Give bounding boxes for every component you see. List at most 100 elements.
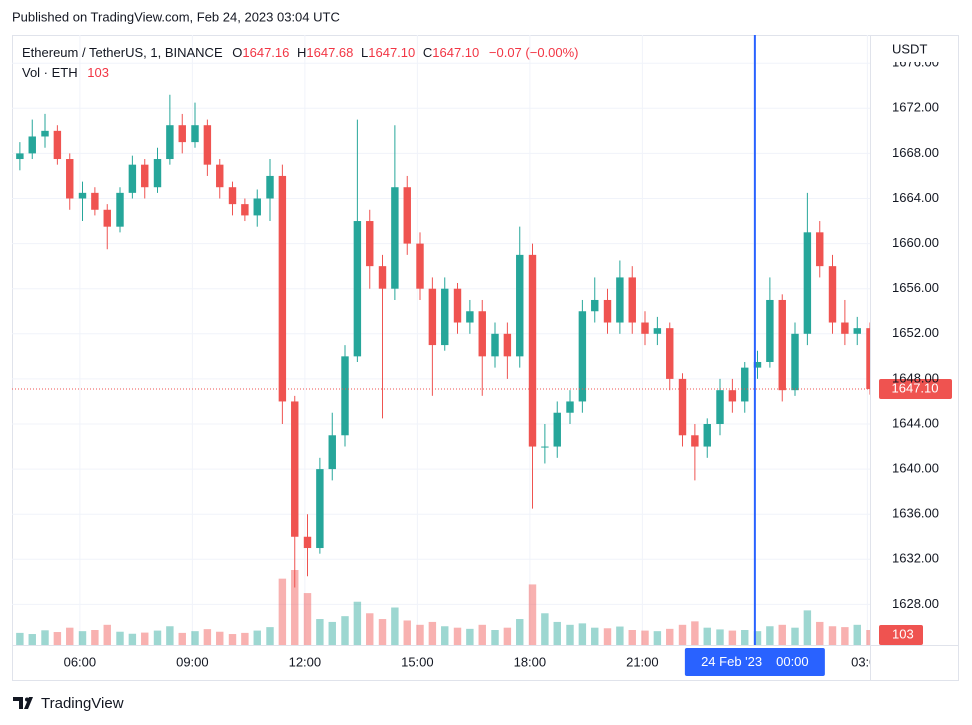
candle-body [391,187,399,289]
volume-bar [766,626,774,645]
crosshair-label: 24 Feb '23 00:00 [701,654,809,669]
y-tick-label: 1668.00 [892,145,939,160]
volume-bar [353,601,362,645]
volume-bar [503,627,512,645]
x-tick-label: 12:00 [289,654,322,669]
volume-bar [591,627,599,645]
candle-body [453,288,462,323]
candle-body [791,333,799,391]
candle-body [503,333,512,357]
candle-body [541,446,549,448]
footer-logo: TradingView [13,695,124,712]
candle-body [191,125,199,143]
candle-body [741,367,749,402]
volume-bar [866,630,870,645]
candle-body [228,187,237,205]
volume-bar [703,627,711,645]
candle-body [41,130,49,137]
volume-bar [428,621,437,645]
candle-body [691,435,699,447]
volume-bar [678,624,687,645]
volume-bar [628,630,636,645]
volume-bar [741,630,749,645]
crosshair-time: 00:00 [776,654,809,669]
volume-bar [716,629,724,645]
candle-body [316,469,324,549]
volume-bar [466,628,474,645]
volume-bar [278,578,287,645]
y-tick-label: 1664.00 [892,190,939,205]
volume-bar [166,626,174,645]
legend: Ethereum / TetherUS, 1, BINANCE O1647.16… [22,45,579,80]
candle-body [478,311,486,357]
candle-body [653,328,662,334]
volume-bar [41,630,49,645]
x-tick-label: 09:00 [176,654,209,669]
volume-bar [641,630,649,645]
candle-body [353,221,362,357]
volume-bar [691,621,699,645]
volume-bar [416,624,424,645]
x-tick-label: 21:00 [626,654,659,669]
candle-body [616,277,624,323]
y-tick-label: 1656.00 [892,280,939,295]
candle-body [128,164,137,193]
candle-body [841,322,849,334]
volume-bar [328,621,336,645]
candle-body [278,175,287,402]
volume-bar [828,626,837,645]
overlay: 1647.10 103 24 Feb '23 00:00 [12,35,952,676]
candle-body [728,390,737,402]
candle-body [803,232,812,334]
logo-dot [25,697,29,702]
volume-bar [91,630,99,645]
candle-body [816,232,824,267]
volume-bar [816,621,824,645]
candles [16,94,870,588]
frame [12,35,959,681]
candle-body [253,198,261,216]
legend-row: Ethereum / TetherUS, 1, BINANCE O1647.16… [22,45,579,60]
volume-bar [803,610,812,645]
candle-body [378,266,387,289]
vol-row: Vol · ETH 103 [22,65,109,80]
last-price-box [879,379,952,400]
volume-bar [666,628,674,645]
high: 1647.68 [306,45,353,60]
candle-body [366,221,374,267]
x-tick-label: 18:00 [514,654,547,669]
y-tick-label: 1660.00 [892,235,939,250]
last-volume-label: 103 [892,626,914,641]
last-price-label: 1647.10 [892,380,939,395]
y-tick-label: 1636.00 [892,506,939,521]
volume-bar [753,631,762,645]
volume-bar [103,624,111,645]
volume-bar [841,627,849,645]
volume-bar [403,620,411,645]
volume-bar [253,630,261,645]
candle-body [766,299,774,362]
candle-body [591,299,599,312]
candle-body [466,311,474,323]
candle-body [216,164,224,188]
volume-bar [453,627,462,645]
volume-bar [16,632,24,645]
candle-body [328,435,336,470]
candle-body [666,328,674,379]
open: 1647.16 [242,45,289,60]
volume-bar [303,593,312,645]
candle-body [491,333,499,357]
h-key: H [297,45,306,60]
candle-body [53,130,62,160]
vol-value: 103 [87,65,109,80]
y-tick-label: 1644.00 [892,415,939,430]
candle-body [516,254,524,357]
candle-body [153,159,162,188]
close: 1647.10 [432,45,479,60]
y-tick-label: 1640.00 [892,461,939,476]
volume-bar [478,624,486,645]
volume-bar [266,627,274,645]
candle-body [103,209,111,227]
candle-body [303,536,312,549]
volume-bar [366,613,374,645]
